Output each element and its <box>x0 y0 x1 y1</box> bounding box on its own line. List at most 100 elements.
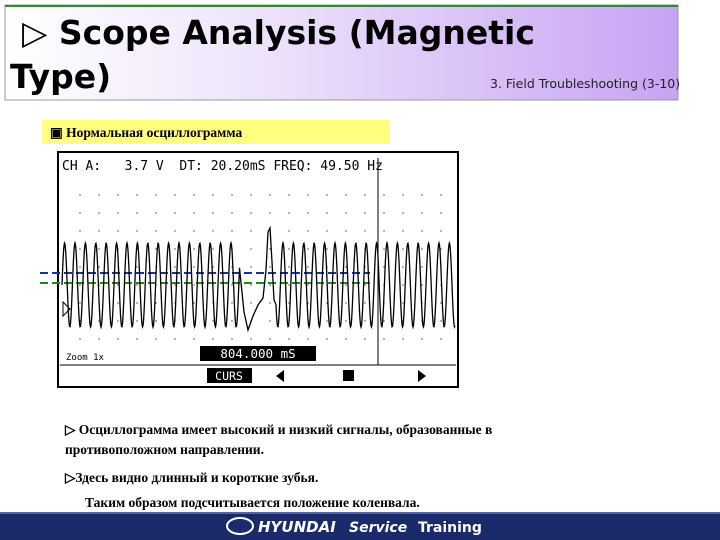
grid-dot <box>307 284 309 286</box>
grid-dot <box>193 212 195 214</box>
title-line: Type) <box>10 57 111 96</box>
grid-dot <box>79 248 81 250</box>
grid-dot <box>345 338 347 340</box>
grid-dot <box>79 302 81 304</box>
grid-dot <box>250 248 252 250</box>
grid-dot <box>288 248 290 250</box>
waveform <box>61 225 456 333</box>
grid-dot <box>402 194 404 196</box>
grid-dot <box>79 284 81 286</box>
grid-dot <box>383 320 385 322</box>
grid-dot <box>231 194 233 196</box>
grid-dot <box>288 338 290 340</box>
grid-dot <box>269 194 271 196</box>
footer-program: Service <box>349 520 407 536</box>
grid-dot <box>421 230 423 232</box>
grid-dot <box>117 338 119 340</box>
grid-dot <box>440 194 442 196</box>
title: ▷ Scope Analysis (Magnetic <box>22 13 535 52</box>
grid-dot <box>136 338 138 340</box>
stop-button[interactable] <box>343 370 354 381</box>
grid-dot <box>345 212 347 214</box>
grid-dot <box>212 212 214 214</box>
grid-dot <box>288 212 290 214</box>
grid-dot <box>136 284 138 286</box>
grid-dot <box>364 320 366 322</box>
grid-dot <box>174 338 176 340</box>
grid-dot <box>421 266 423 268</box>
menu-button[interactable] <box>207 368 252 383</box>
grid-dot <box>364 230 366 232</box>
oscilloscope: CH A: 3.7 V DT: 20.20mS FREQ: 49.50 Hz Z… <box>40 151 459 388</box>
note: ▷Здесь видно длинный и короткие зубья. <box>64 470 318 485</box>
grid-dot <box>117 194 119 196</box>
grid-dot <box>383 194 385 196</box>
grid-dot <box>440 230 442 232</box>
grid-dot <box>136 212 138 214</box>
grid-dot <box>269 248 271 250</box>
grid-dot <box>364 194 366 196</box>
logo-mark <box>226 517 254 535</box>
grid-dot <box>155 338 157 340</box>
grid-dot <box>250 302 252 304</box>
zoom-label: Zoom 1x <box>66 353 105 363</box>
footer-brand: HYUNDAI <box>258 518 336 536</box>
grid-dot <box>193 230 195 232</box>
grid-dot <box>307 248 309 250</box>
grid-dot <box>98 338 100 340</box>
footer-band <box>0 512 720 540</box>
grid-dot <box>288 194 290 196</box>
grid-dot <box>98 266 100 268</box>
grid-dot <box>364 284 366 286</box>
prev-button[interactable] <box>276 370 284 382</box>
grid-dot <box>307 212 309 214</box>
grid-dot <box>174 212 176 214</box>
grid-dot <box>440 338 442 340</box>
grid-dot <box>345 194 347 196</box>
note: противоположном направлении. <box>65 442 264 457</box>
grid-dot <box>402 302 404 304</box>
grid-dot <box>345 302 347 304</box>
grid-dot <box>136 266 138 268</box>
grid-dot <box>193 248 195 250</box>
grid-dot <box>364 212 366 214</box>
next-button[interactable] <box>418 370 426 382</box>
grid-dot <box>193 284 195 286</box>
grid-dot <box>440 320 442 322</box>
grid-dot <box>402 248 404 250</box>
grid-dot <box>174 230 176 232</box>
grid-dot <box>307 266 309 268</box>
grid-dot <box>307 194 309 196</box>
grid-dot <box>402 284 404 286</box>
grid-dot <box>383 338 385 340</box>
grid-dot <box>421 284 423 286</box>
grid-dot <box>155 230 157 232</box>
grid-dot <box>155 248 157 250</box>
grid-dot <box>326 194 328 196</box>
grid-dot <box>117 230 119 232</box>
grid-dot <box>117 284 119 286</box>
grid-dot <box>117 320 119 322</box>
grid-dot <box>174 194 176 196</box>
grid-dot <box>383 266 385 268</box>
grid-dot <box>307 230 309 232</box>
grid-dot <box>326 230 328 232</box>
grid-dot <box>79 230 81 232</box>
grid-dot <box>383 248 385 250</box>
grid-dot <box>193 338 195 340</box>
grid-dot <box>79 338 81 340</box>
grid-dot <box>231 320 233 322</box>
grid-dot <box>174 284 176 286</box>
grid-dot <box>174 266 176 268</box>
grid-dot <box>402 338 404 340</box>
grid-dot <box>421 212 423 214</box>
grid-dot <box>136 320 138 322</box>
grid-dot <box>231 230 233 232</box>
grid-dot <box>402 266 404 268</box>
grid-dot <box>212 230 214 232</box>
grid-dot <box>269 338 271 340</box>
grid-dot <box>250 338 252 340</box>
grid-dot <box>307 338 309 340</box>
grid-dot <box>231 212 233 214</box>
